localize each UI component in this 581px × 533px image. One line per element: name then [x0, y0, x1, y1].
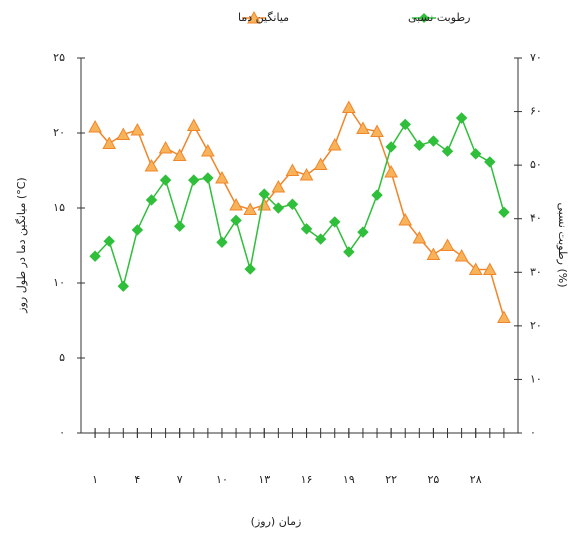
point: [173, 220, 186, 232]
legend-marker: [247, 10, 261, 24]
point: [103, 235, 115, 247]
point: [356, 121, 370, 134]
point: [230, 214, 242, 227]
point: [440, 238, 455, 251]
legend-label: میانگین دما: [238, 11, 289, 24]
point: [102, 136, 117, 149]
point: [271, 179, 286, 193]
point: [145, 194, 158, 206]
y2-tick-label: ۲۰: [530, 319, 542, 332]
point: [468, 262, 483, 275]
point: [426, 247, 441, 260]
point: [202, 172, 214, 184]
point: [327, 137, 342, 151]
point: [216, 236, 228, 248]
point: [144, 158, 159, 172]
legend-marker: [419, 13, 429, 23]
y-tick-label: ۱۰: [53, 276, 65, 289]
x-tick-label: ۲۲: [385, 473, 397, 486]
point: [455, 112, 468, 124]
x-tick-label: ۷: [177, 473, 183, 486]
point: [299, 167, 314, 181]
legend-label: رطوبت نسبی: [408, 11, 470, 24]
point: [470, 148, 482, 160]
point: [188, 174, 200, 186]
point: [131, 224, 144, 236]
point: [215, 170, 229, 184]
point: [172, 148, 187, 161]
point: [357, 226, 369, 238]
y2-axis-label: رطوبت نسبی (%): [556, 202, 569, 287]
y-tick-label: ۱۵: [53, 201, 65, 214]
x-axis-label: زمان (روز): [251, 515, 302, 528]
point: [482, 262, 497, 275]
y-tick-label: ۵: [59, 351, 65, 364]
point: [412, 230, 427, 244]
y2-tick-label: ۶۰: [530, 105, 542, 118]
y2-tick-label: ۰: [530, 426, 536, 439]
point: [398, 212, 413, 226]
point: [258, 188, 270, 200]
x-tick-label: ۱۶: [301, 473, 313, 486]
point: [201, 143, 215, 157]
y-tick-label: ۰: [59, 426, 65, 439]
point: [341, 100, 356, 113]
x-tick-label: ۲۸: [470, 473, 482, 486]
point: [343, 246, 355, 258]
point: [454, 248, 469, 262]
x-tick-label: ۱۳: [258, 473, 270, 486]
y2-tick-label: ۴۰: [530, 212, 542, 225]
point: [399, 118, 411, 131]
point: [285, 163, 300, 176]
point: [370, 124, 384, 137]
y2-tick-label: ۱۰: [530, 372, 542, 385]
y2-tick-label: ۳۰: [530, 265, 542, 278]
point: [384, 164, 398, 178]
point: [159, 174, 172, 186]
point: [497, 310, 511, 323]
point: [186, 118, 201, 131]
x-tick-label: ۲۵: [428, 473, 440, 486]
series-line: [94, 105, 505, 318]
point: [329, 216, 341, 228]
y-tick-label: ۲۰: [53, 126, 65, 139]
point: [413, 139, 426, 152]
y-tick-label: ۲۵: [53, 51, 65, 64]
point: [158, 140, 173, 154]
point: [130, 122, 145, 136]
y2-tick-label: ۷۰: [530, 51, 542, 64]
point: [272, 202, 285, 214]
x-tick-label: ۱۰: [216, 473, 228, 486]
point: [88, 119, 102, 133]
point: [300, 223, 313, 235]
point: [286, 198, 299, 210]
point: [117, 280, 129, 292]
point: [313, 157, 328, 170]
point: [427, 135, 440, 147]
point: [116, 127, 131, 140]
x-tick-label: ۱۹: [343, 473, 355, 486]
y2-tick-label: ۵۰: [530, 158, 542, 171]
x-tick-label: ۴: [134, 473, 140, 486]
point: [441, 145, 454, 157]
x-tick-label: ۱: [92, 473, 98, 486]
point: [385, 141, 397, 153]
point: [371, 189, 383, 201]
point: [243, 202, 258, 215]
y-axis-label: میانگین دما در طول روز (°C): [15, 177, 28, 313]
series-line: [94, 116, 505, 289]
point: [89, 250, 101, 262]
point: [484, 156, 496, 168]
point: [229, 197, 243, 211]
point: [498, 206, 510, 218]
point: [314, 233, 327, 245]
point: [244, 263, 256, 275]
